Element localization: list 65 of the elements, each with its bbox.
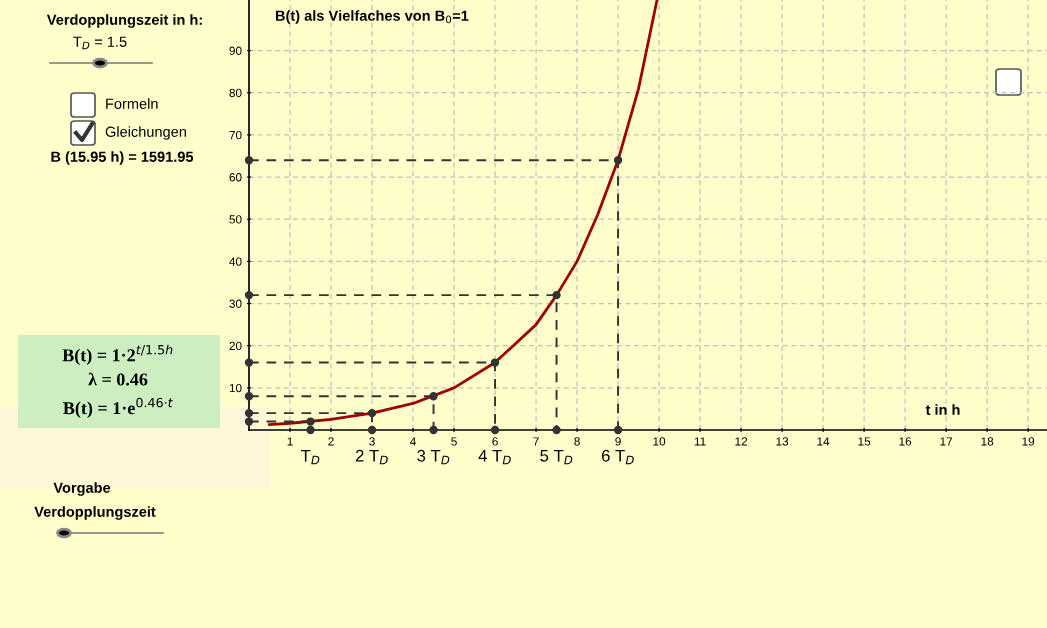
x-tick-label: 7 <box>533 437 539 446</box>
annotation: T$_{D}$ <box>300 450 320 465</box>
x-tick-label: 10 <box>653 437 666 446</box>
x-tick-label: 9 <box>615 437 621 446</box>
x-tick-label: 14 <box>817 437 830 446</box>
text: Verdopplungszeit in h: <box>46 14 202 28</box>
point <box>490 425 500 435</box>
text: Vorgabe <box>53 482 111 496</box>
annotation: 2 T$_{D}$ <box>355 449 388 465</box>
x-tick-label: 4 <box>410 437 416 446</box>
y-tick-label: 20 <box>229 341 242 351</box>
x-tick-label: 12 <box>735 437 748 446</box>
x-tick-label: 18 <box>981 437 994 446</box>
text: B(t) als Vielfaches von B$_{0}$=1 <box>275 10 469 24</box>
x-tick-label: 2 <box>328 437 334 446</box>
y-tick-label: 10 <box>229 383 242 393</box>
y-tick-label: 50 <box>229 215 242 224</box>
x-tick-label: 15 <box>858 437 871 446</box>
text: Gleichungen <box>105 126 186 140</box>
point <box>244 290 254 300</box>
point <box>613 156 623 165</box>
x-tick-label: 3 <box>369 437 375 446</box>
text: B(t) = 1·2$^{t/1.5h}$ <box>62 344 173 366</box>
point <box>306 425 315 435</box>
line-series <box>268 0 659 426</box>
annotation: 4 T$_{D}$ <box>478 450 511 465</box>
y-tick-label: 60 <box>229 173 242 182</box>
x-tick-label: 17 <box>940 437 953 446</box>
x-tick-label: 11 <box>694 437 706 446</box>
point <box>552 425 561 435</box>
point <box>367 408 377 418</box>
x-axis-title: t in h <box>925 404 960 415</box>
text: Formeln <box>106 98 158 109</box>
point <box>367 425 377 435</box>
point <box>306 417 315 426</box>
point <box>552 290 561 300</box>
point <box>490 358 500 367</box>
y-tick-label: 40 <box>229 257 242 266</box>
x-tick-label: 19 <box>1022 437 1035 446</box>
point <box>244 358 254 367</box>
y-tick-label: 30 <box>229 299 242 308</box>
text: B (15.95 h) = 1591.95 <box>51 151 194 165</box>
x-tick-label: 8 <box>574 437 580 446</box>
point <box>244 408 254 418</box>
point <box>613 425 623 435</box>
x-tick-label: 16 <box>899 437 912 446</box>
x-tick-label: 6 <box>492 437 498 446</box>
annotation: 6 T$_{D}$ <box>601 449 634 465</box>
y-tick-label: 90 <box>229 46 242 55</box>
text: T$_{D}$ = 1.5 <box>73 36 127 50</box>
text: Verdopplungszeit <box>34 506 156 520</box>
annotation: 5 T$_{D}$ <box>540 450 573 465</box>
x-tick-label: 13 <box>776 437 789 446</box>
y-tick-label: 70 <box>229 130 242 140</box>
x-tick-label: 1 <box>287 437 293 446</box>
point <box>429 392 438 401</box>
point <box>244 392 254 401</box>
point <box>244 156 254 165</box>
y-tick-label: 80 <box>229 88 242 98</box>
annotation: 3 T$_{D}$ <box>417 449 450 465</box>
point <box>429 425 438 435</box>
text: λ = 0.46 <box>88 372 148 386</box>
text: B(t) = 1·e$^{0.46·t}$ <box>63 397 173 418</box>
point <box>244 417 254 426</box>
x-tick-label: 5 <box>451 437 457 446</box>
